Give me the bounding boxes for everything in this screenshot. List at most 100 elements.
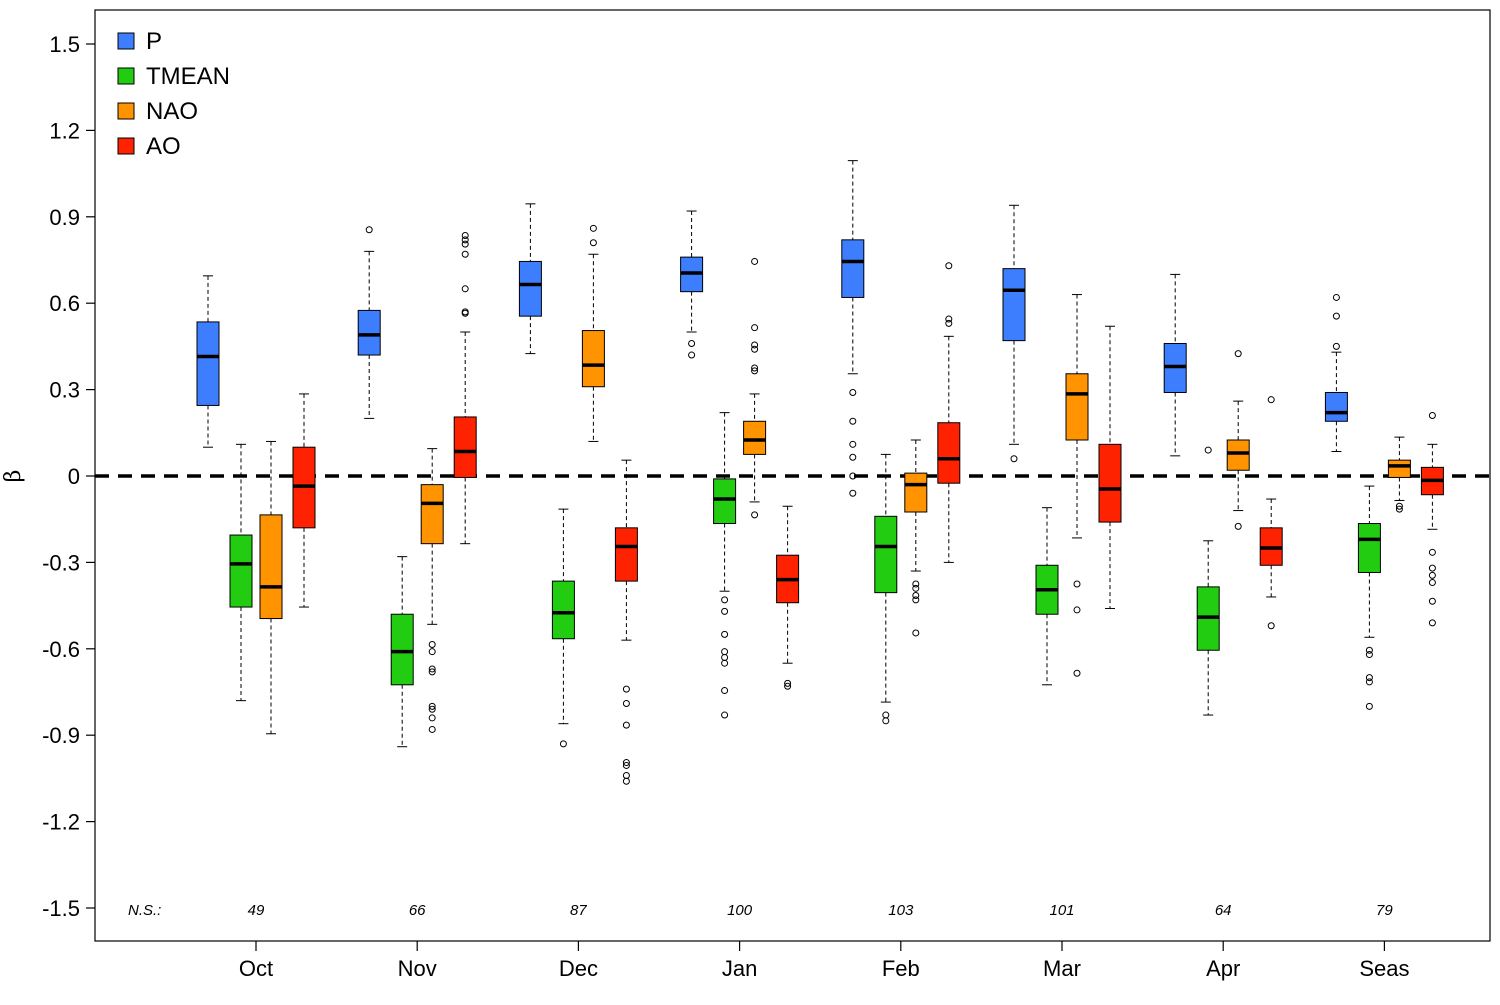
outlier-point [784,682,792,690]
box-p-nov [357,309,381,356]
outlier-point [622,721,630,729]
y-tick-label: 0.9 [49,205,80,230]
legend-swatch-ao [117,137,135,155]
outlier-point [849,417,857,425]
outlier-point [1073,669,1081,677]
y-tick-label: 0.6 [49,291,80,316]
outlier-point [751,257,759,265]
x-tick-label: Apr [1206,956,1240,981]
outlier-point [1332,293,1340,301]
ns-value: 103 [888,902,914,919]
outlier-point [751,341,759,349]
outlier-point [721,711,729,719]
ns-value: 64 [1215,902,1232,919]
legend-swatch-tmean [117,67,135,85]
outlier-point [461,309,469,317]
x-tick-label: Dec [559,956,598,981]
outlier-point [1395,502,1403,510]
ns-value: 101 [1049,902,1074,919]
outlier-point [1428,548,1436,556]
outlier-point [1428,619,1436,627]
box-nao-mar [1065,373,1089,441]
box-nao-feb [904,472,928,513]
legend-swatch-nao [117,102,135,120]
outlier-point [1204,446,1212,454]
ns-value: 87 [570,902,587,919]
outlier-point [428,714,436,722]
box-tmean-oct [229,534,253,608]
legend-label-nao: NAO [146,98,198,125]
outlier-point [622,685,630,693]
x-tick-label: Seas [1359,956,1409,981]
outlier-point [461,285,469,293]
outlier-point [461,240,469,248]
outlier-point [428,725,436,733]
box-p-feb [841,239,865,298]
outlier-point [1267,396,1275,404]
box-p-mar [1002,268,1026,342]
outlier-point [622,700,630,708]
outlier-point [622,761,630,769]
y-tick-label: -0.6 [42,637,80,662]
box-ao-mar [1098,443,1122,523]
outlier-point [1365,651,1373,659]
box-nao-jan [743,420,767,455]
outlier-point [751,345,759,353]
outlier-point [428,705,436,713]
box-ao-nov [453,416,477,478]
y-axis-label: β [1,470,26,483]
x-tick-label: Mar [1043,956,1081,981]
outlier-point [688,340,696,348]
ns-label: N.S.: [128,902,161,919]
y-tick-label: 0.3 [49,378,80,403]
outlier-point [365,226,373,234]
outlier-point [428,665,436,673]
outlier-point [1365,674,1373,682]
ns-value: 100 [727,902,753,919]
outlier-point [1234,522,1242,530]
legend-label-tmean: TMEAN [146,63,230,90]
outlier-point [912,584,920,592]
x-tick-label: Nov [398,956,437,981]
outlier-point [912,629,920,637]
x-tick-label: Feb [882,956,920,981]
outlier-point [751,364,759,372]
outlier-point [721,648,729,656]
outlier-point [1073,606,1081,614]
box-tmean-seas [1357,523,1381,573]
outlier-point [721,607,729,615]
outlier-point [461,236,469,244]
legend-label-ao: AO [146,133,181,160]
outlier-point [1332,312,1340,320]
outlier-point [1073,580,1081,588]
outlier-point [945,319,953,327]
outlier-point [882,711,890,719]
outlier-point [1428,579,1436,587]
ns-value: 66 [409,902,426,919]
outlier-point [721,630,729,638]
outlier-point [461,232,469,240]
outlier-point [721,653,729,661]
box-tmean-jan [713,478,737,525]
outlier-point [1428,571,1436,579]
box-p-oct [196,321,220,406]
outlier-point [849,472,857,480]
outlier-point [1365,702,1373,710]
outlier-point [1365,646,1373,654]
box-p-seas [1324,391,1348,422]
box-nao-dec [581,330,605,388]
y-tick-label: -0.9 [42,723,80,748]
outlier-point [945,262,953,270]
box-p-dec [518,260,542,317]
box-tmean-nov [390,613,414,686]
ns-value: 79 [1376,902,1393,919]
legend-label-p: P [146,28,162,55]
outlier-point [751,367,759,375]
outlier-point [912,592,920,600]
outlier-point [721,687,729,695]
outlier-point [721,659,729,667]
outlier-point [688,351,696,359]
y-tick-label: -1.5 [42,896,80,921]
box-nao-nov [420,484,444,545]
